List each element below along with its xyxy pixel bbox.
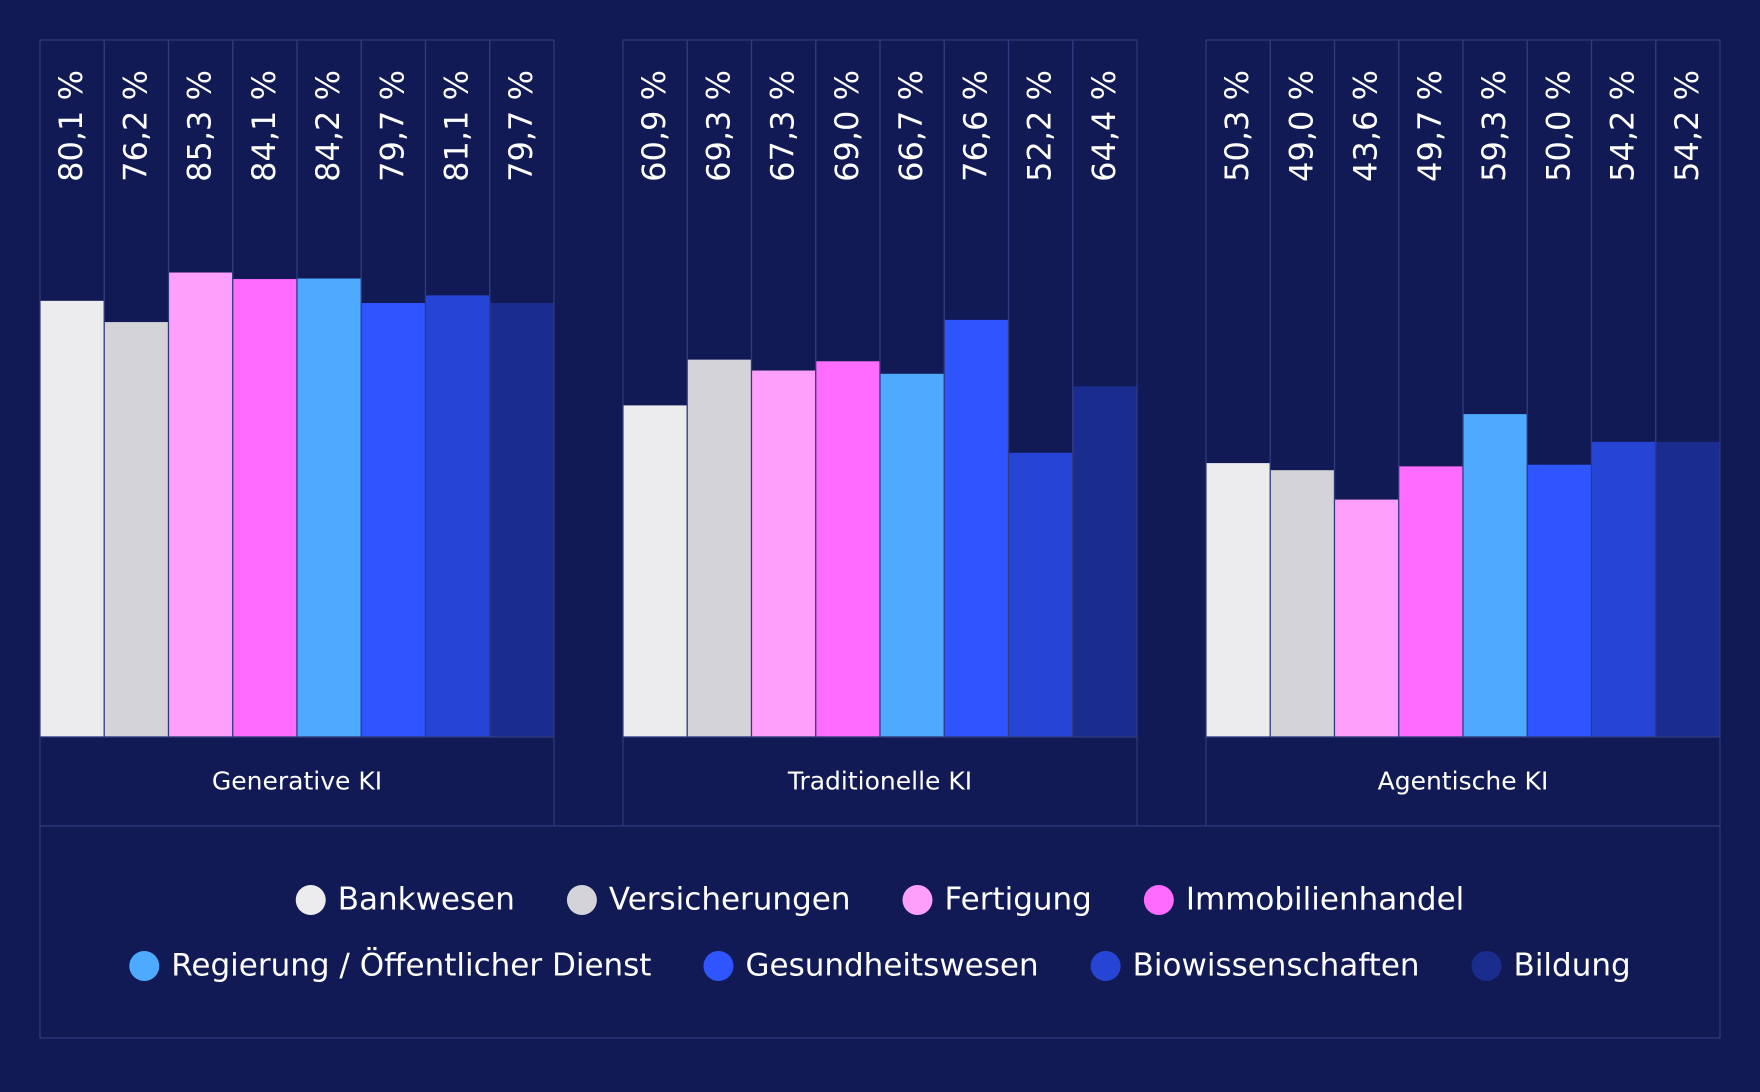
bar — [1655, 441, 1720, 737]
value-label: 84,2 % — [309, 70, 347, 182]
value-label: 43,6 % — [1347, 70, 1385, 182]
legend-marker — [1090, 951, 1121, 981]
bar — [1527, 464, 1592, 737]
value-label: 59,3 % — [1475, 70, 1513, 182]
legend-box — [39, 825, 1721, 1039]
legend-marker — [703, 951, 734, 981]
legend-marker — [129, 951, 160, 981]
legend-label: Bildung — [1514, 948, 1631, 984]
bar — [1334, 499, 1399, 737]
value-label: 52,2 % — [1021, 70, 1059, 182]
value-label: 50,0 % — [1539, 70, 1577, 182]
bar — [751, 370, 816, 737]
bar — [687, 359, 752, 737]
value-label: 66,7 % — [892, 70, 930, 182]
bar — [361, 303, 426, 737]
legend-label: Versicherungen — [609, 882, 851, 918]
legend-label: Biowissenschaften — [1133, 948, 1420, 984]
value-label: 67,3 % — [764, 70, 802, 182]
value-label: 79,7 % — [373, 70, 411, 182]
legend-marker — [295, 885, 326, 915]
x-tick-label: Agentische KI — [1378, 767, 1549, 796]
value-label: 50,3 % — [1218, 70, 1256, 182]
bar — [623, 405, 688, 737]
legend-marker — [1143, 885, 1174, 915]
bar — [1398, 466, 1463, 737]
bar — [815, 361, 880, 737]
bar — [1463, 414, 1528, 737]
bar — [1072, 386, 1137, 737]
value-label: 54,2 % — [1668, 70, 1706, 182]
legend-label: Bankwesen — [338, 882, 515, 918]
value-label: 49,7 % — [1411, 70, 1449, 182]
value-label: 79,7 % — [502, 70, 540, 182]
value-label: 69,0 % — [828, 70, 866, 182]
value-label: 76,6 % — [956, 70, 994, 182]
x-tick-label: Generative KI — [212, 767, 382, 796]
legend-label: Regierung / Öffentlicher Dienst — [171, 947, 651, 984]
bar — [168, 272, 233, 737]
value-label: 80,1 % — [52, 70, 90, 182]
value-label: 81,1 % — [438, 70, 476, 182]
legend-label: Fertigung — [944, 882, 1091, 918]
bar — [489, 303, 554, 737]
bar — [1591, 441, 1656, 737]
value-label: 54,2 % — [1604, 70, 1642, 182]
legend-marker — [902, 885, 933, 915]
value-label: 49,0 % — [1282, 70, 1320, 182]
bar — [1270, 470, 1335, 737]
bar — [880, 373, 945, 737]
bar — [104, 322, 169, 737]
bar — [297, 278, 362, 737]
legend-label: Immobilienhandel — [1186, 882, 1464, 918]
bar — [425, 295, 490, 737]
legend-label: Gesundheitswesen — [745, 948, 1038, 984]
x-tick-label: Traditionelle KI — [787, 767, 972, 796]
value-label: 76,2 % — [116, 70, 154, 182]
bar — [232, 279, 297, 737]
value-label: 84,1 % — [245, 70, 283, 182]
bar — [1206, 463, 1271, 737]
bar — [1008, 452, 1073, 737]
value-label: 85,3 % — [181, 70, 219, 182]
legend-marker — [1471, 951, 1502, 981]
value-label: 69,3 % — [699, 70, 737, 182]
value-label: 60,9 % — [635, 70, 673, 182]
bar — [944, 319, 1009, 737]
bar — [40, 300, 105, 737]
legend-marker — [566, 885, 597, 915]
value-label: 64,4 % — [1085, 70, 1123, 182]
